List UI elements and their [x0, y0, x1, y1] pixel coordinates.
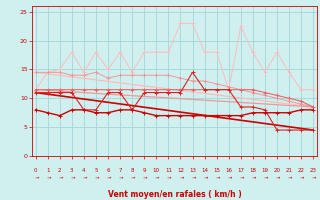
Text: ↗: ↗ — [44, 174, 51, 181]
Text: ↗: ↗ — [68, 174, 75, 181]
Text: ↗: ↗ — [189, 174, 196, 181]
Text: ↗: ↗ — [32, 174, 39, 181]
Text: ↗: ↗ — [250, 174, 256, 181]
Text: ↗: ↗ — [129, 174, 135, 181]
X-axis label: Vent moyen/en rafales ( km/h ): Vent moyen/en rafales ( km/h ) — [108, 190, 241, 199]
Text: ↗: ↗ — [117, 174, 123, 181]
Text: ↗: ↗ — [201, 174, 208, 181]
Text: ↗: ↗ — [274, 174, 280, 181]
Text: ↗: ↗ — [298, 174, 304, 181]
Text: ↗: ↗ — [262, 174, 268, 181]
Text: ↗: ↗ — [93, 174, 99, 181]
Text: ↗: ↗ — [310, 174, 316, 181]
Text: ↗: ↗ — [141, 174, 148, 181]
Text: ↗: ↗ — [153, 174, 160, 181]
Text: ↗: ↗ — [81, 174, 87, 181]
Text: ↗: ↗ — [105, 174, 111, 181]
Text: ↗: ↗ — [57, 174, 63, 181]
Text: ↗: ↗ — [165, 174, 172, 181]
Text: ↗: ↗ — [237, 174, 244, 181]
Text: ↗: ↗ — [177, 174, 184, 181]
Text: ↗: ↗ — [286, 174, 292, 181]
Text: ↗: ↗ — [213, 174, 220, 181]
Text: ↗: ↗ — [226, 174, 232, 181]
